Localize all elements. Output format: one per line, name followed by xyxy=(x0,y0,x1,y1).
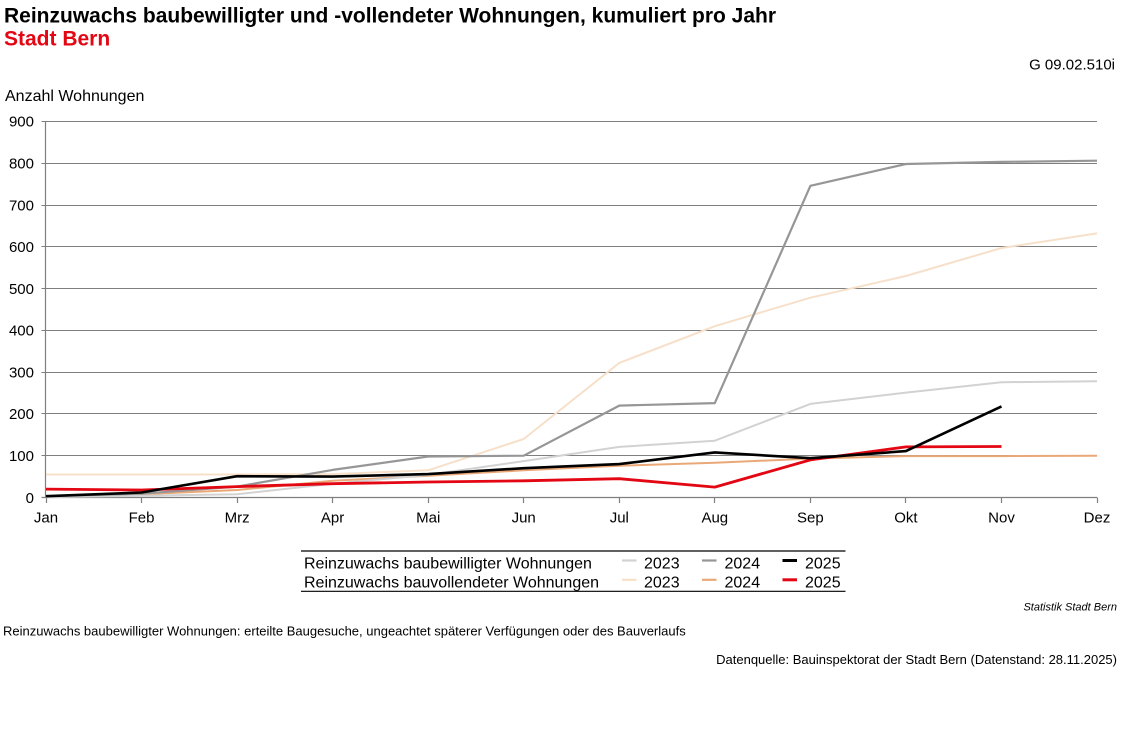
svg-text:2025: 2025 xyxy=(805,555,841,572)
svg-text:Reinzuwachs baubewilligter Woh: Reinzuwachs baubewilligter Wohnungen xyxy=(304,555,592,572)
svg-text:Sep: Sep xyxy=(797,510,824,527)
svg-text:Nov: Nov xyxy=(988,510,1015,527)
svg-text:900: 900 xyxy=(9,114,34,131)
svg-text:Apr: Apr xyxy=(321,510,344,527)
svg-text:Mai: Mai xyxy=(416,510,440,527)
svg-text:800: 800 xyxy=(9,156,34,173)
svg-text:Anzahl Wohnungen: Anzahl Wohnungen xyxy=(5,88,144,105)
svg-text:Statistik Stadt Bern: Statistik Stadt Bern xyxy=(1023,602,1117,614)
svg-text:Reinzuwachs baubewilligter Woh: Reinzuwachs baubewilligter Wohnungen: er… xyxy=(3,623,686,638)
svg-text:2023: 2023 xyxy=(644,574,680,591)
svg-text:Jul: Jul xyxy=(610,510,629,527)
svg-text:2025: 2025 xyxy=(805,574,841,591)
svg-text:Stadt Bern: Stadt Bern xyxy=(4,27,110,50)
svg-text:200: 200 xyxy=(9,406,34,423)
svg-text:600: 600 xyxy=(9,239,34,256)
svg-text:Reinzuwachs baubewilligter und: Reinzuwachs baubewilligter und -vollende… xyxy=(4,4,776,27)
svg-text:0: 0 xyxy=(26,490,34,507)
svg-text:Aug: Aug xyxy=(701,510,728,527)
svg-text:Feb: Feb xyxy=(129,510,155,527)
svg-text:400: 400 xyxy=(9,323,34,340)
svg-text:G 09.02.510i: G 09.02.510i xyxy=(1029,57,1115,74)
svg-text:500: 500 xyxy=(9,281,34,298)
svg-text:2024: 2024 xyxy=(725,555,761,572)
svg-text:2024: 2024 xyxy=(725,574,761,591)
svg-text:Reinzuwachs bauvollendeter Woh: Reinzuwachs bauvollendeter Wohnungen xyxy=(304,574,599,591)
svg-text:300: 300 xyxy=(9,364,34,381)
svg-text:Jun: Jun xyxy=(512,510,536,527)
svg-text:100: 100 xyxy=(9,448,34,465)
svg-text:700: 700 xyxy=(9,197,34,214)
svg-text:Okt: Okt xyxy=(894,510,918,527)
svg-text:Jan: Jan xyxy=(34,510,58,527)
svg-text:Datenquelle: Bauinspektorat de: Datenquelle: Bauinspektorat der Stadt Be… xyxy=(716,652,1117,667)
svg-text:2023: 2023 xyxy=(644,555,680,572)
svg-text:Dez: Dez xyxy=(1084,510,1111,527)
svg-text:Mrz: Mrz xyxy=(225,510,250,527)
